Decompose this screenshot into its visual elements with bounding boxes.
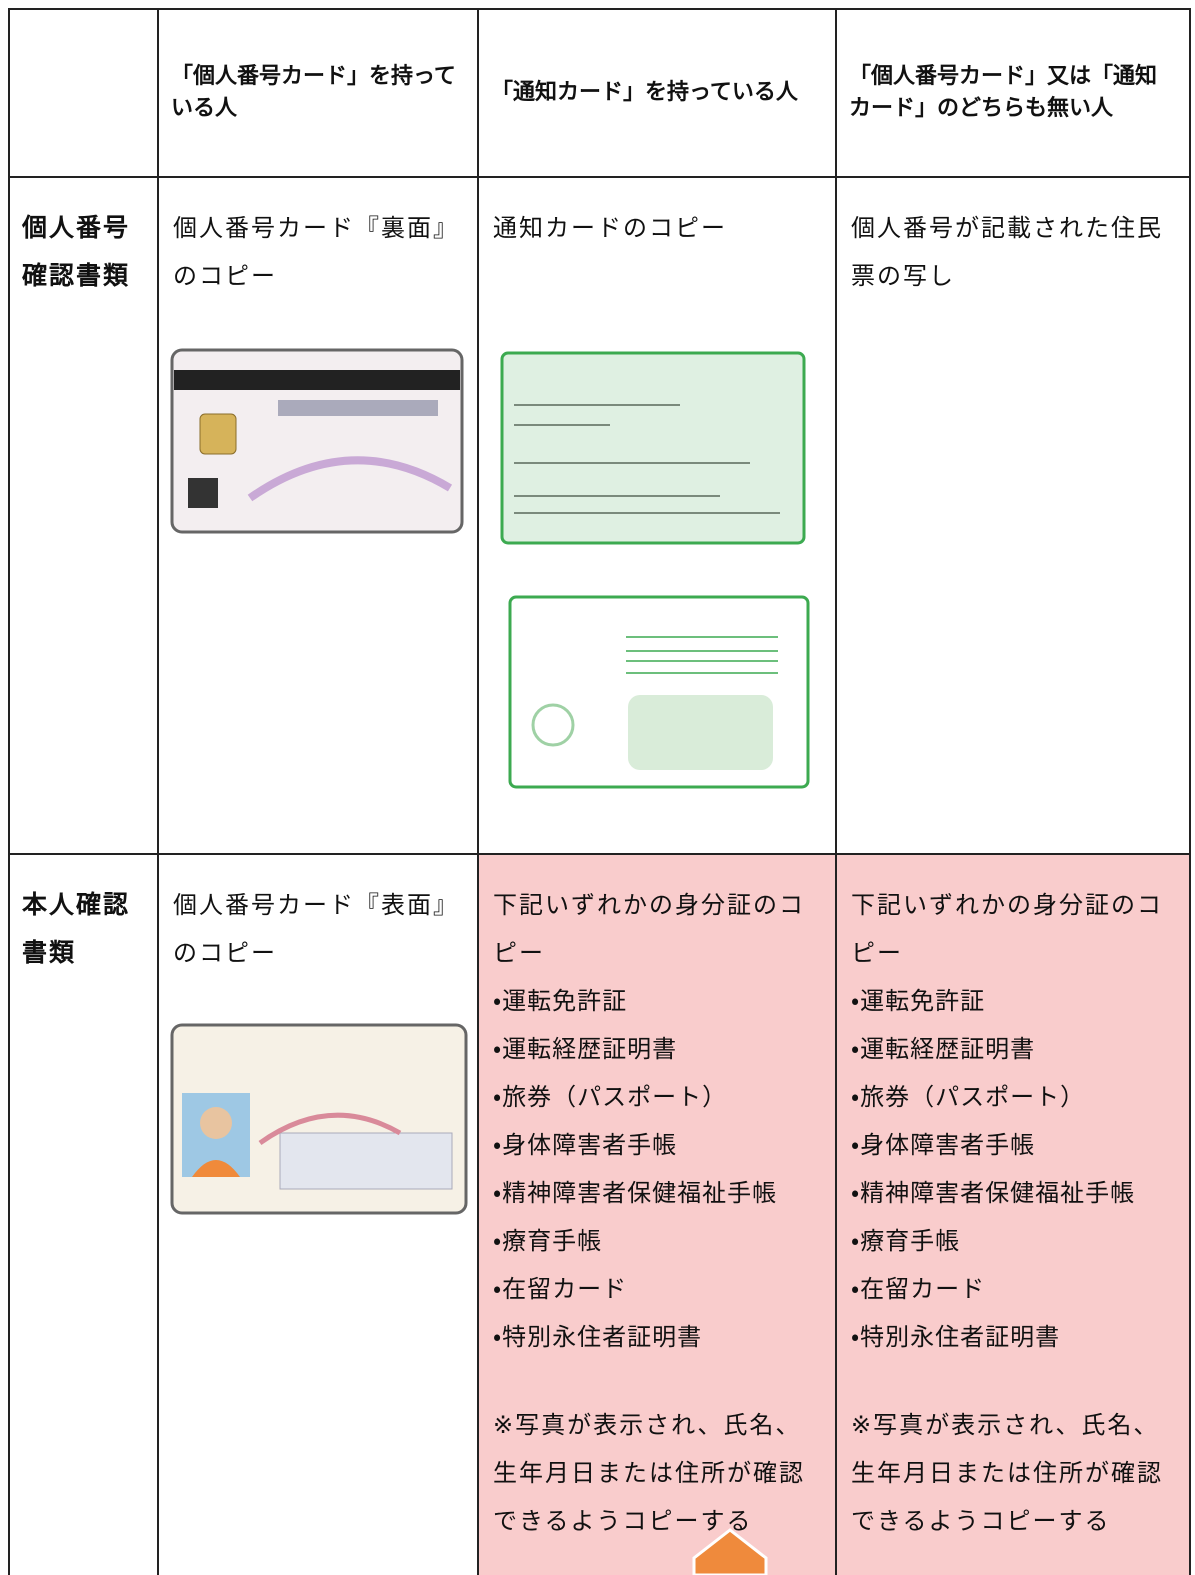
row-label: 個人番号確認書類 xyxy=(22,213,131,290)
card-front-image xyxy=(170,1023,468,1215)
card-back-image xyxy=(170,348,464,534)
list-item: ・身体障害者手帳 xyxy=(851,1131,1036,1159)
list-item: ・身体障害者手帳 xyxy=(493,1131,678,1159)
list-item: ・療育手帳 xyxy=(851,1227,961,1255)
cell: 個人番号カード『表面』のコピー xyxy=(157,853,477,1575)
cell: 通知カードのコピー xyxy=(477,176,835,853)
list-item: ・旅券（パスポート） xyxy=(493,1083,728,1111)
header-cell: 「個人番号カード」を持っている人 xyxy=(157,8,477,176)
list-item: ・特別永住者証明書 xyxy=(493,1323,703,1351)
header-text: 「通知カード」を持っている人 xyxy=(491,80,798,105)
corner-cell xyxy=(8,8,157,176)
row-label-cell: 本人確認書類 xyxy=(8,853,157,1575)
cell-text: 通知カードのコピー xyxy=(493,214,727,242)
notice-card-back-image xyxy=(508,595,810,789)
list-item: ・在留カード xyxy=(493,1275,628,1303)
scroll-arrow[interactable] xyxy=(690,1528,770,1575)
cell-text: 下記いずれかの身分証のコピー xyxy=(851,891,1163,967)
cell-text: 個人番号カード『表面』のコピー xyxy=(173,891,459,967)
cell: 個人番号カード『裏面』のコピー xyxy=(157,176,477,853)
cell-text: 個人番号が記載された住民票の写し xyxy=(851,214,1163,290)
list-item: ・運転免許証 xyxy=(851,987,986,1015)
list-item: ・運転免許証 xyxy=(493,987,628,1015)
list-item: ・精神障害者保健福祉手帳 xyxy=(851,1179,1136,1207)
list-item: ・療育手帳 xyxy=(493,1227,603,1255)
cell: 下記いずれかの身分証のコピー・運転免許証・運転経歴証明書・旅券（パスポート） ・身… xyxy=(477,853,835,1575)
list-item: ・精神障害者保健福祉手帳 xyxy=(493,1179,778,1207)
list-item: ・旅券（パスポート） xyxy=(851,1083,1086,1111)
header-cell: 「通知カード」を持っている人 xyxy=(477,8,835,176)
list-item: ・運転経歴証明書 xyxy=(851,1035,1036,1063)
row-label: 本人確認書類 xyxy=(22,890,131,967)
header-cell: 「個人番号カード」又は「通知カード」のどちらも無い人 xyxy=(835,8,1191,176)
header-text: 「個人番号カード」又は「通知カード」のどちらも無い人 xyxy=(849,64,1158,121)
row-label-cell: 個人番号確認書類 xyxy=(8,176,157,853)
note-text: ※写真が表示され、氏名、生年月日または住所が確認できるようコピーする xyxy=(851,1411,1163,1535)
list-item: ・特別永住者証明書 xyxy=(851,1323,1061,1351)
header-text: 「個人番号カード」を持っている人 xyxy=(171,64,456,121)
list-item: ・在留カード xyxy=(851,1275,986,1303)
cell-text: 個人番号カード『裏面』のコピー xyxy=(173,214,459,290)
note-text: ※写真が表示され、氏名、生年月日または住所が確認できるようコピーする xyxy=(493,1411,805,1535)
cell-text: 下記いずれかの身分証のコピー xyxy=(493,891,805,967)
cell: 個人番号が記載された住民票の写し xyxy=(835,176,1191,853)
cell: 下記いずれかの身分証のコピー・運転免許証・運転経歴証明書・旅券（パスポート） ・身… xyxy=(835,853,1191,1575)
notice-card-front-image xyxy=(500,351,806,545)
list-item: ・運転経歴証明書 xyxy=(493,1035,678,1063)
